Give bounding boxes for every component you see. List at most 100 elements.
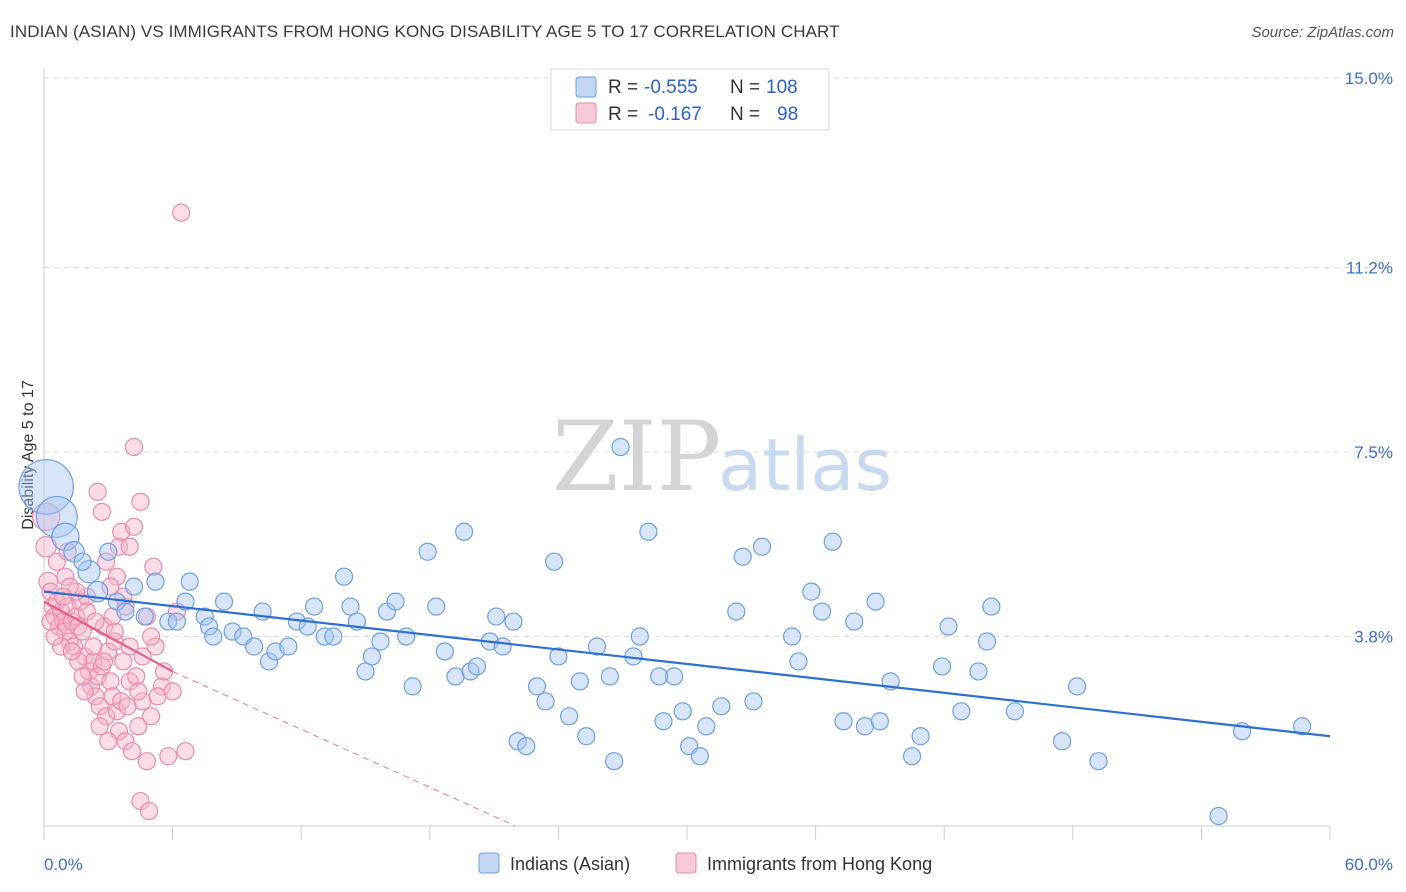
indians-point-98 [969,662,988,681]
x-tick-label-1: 60.0% [1345,855,1393,874]
hong-kong-point-86 [45,627,64,646]
hong-kong-point-37 [114,652,133,671]
indians-point-41 [397,627,416,646]
hong-kong-point-48 [152,677,171,696]
hong-kong-point-91 [84,637,103,656]
indians-point-33 [334,567,354,586]
hong-kong-point-47 [146,637,165,656]
indians-point-90 [866,592,885,611]
indians-point-18 [199,617,219,636]
indians-point-99 [977,632,997,651]
x-tick-labels: 0.0% 60.0% [44,855,1393,874]
indians-point-23 [244,637,264,656]
indians-point-80 [744,692,763,711]
indians-point-11 [135,607,154,626]
hong-kong-point-32 [103,687,122,706]
indians-point-30 [304,597,324,616]
indians-point-93 [902,747,922,766]
indians-point-100 [982,597,1001,616]
indians-point-52 [493,637,512,656]
indians-point-16 [180,572,199,591]
legend-n-value-2: 98 [777,104,798,125]
indians-point-66 [611,437,630,457]
hong-kong-point-39 [118,697,137,716]
indians-point-10 [124,577,144,596]
grid-lines [44,77,1392,638]
trend-line-indians [43,590,1331,738]
hong-kong-point-0 [31,502,61,532]
indians-point-36 [356,662,375,681]
hong-kong-point-97 [129,682,148,701]
indians-point-81 [752,537,772,556]
hong-kong-point-58 [120,537,139,556]
indians-point-84 [802,582,821,601]
watermark-atlas: atlas [718,423,892,507]
hong-kong-point-45 [137,752,156,771]
hong-kong-point-29 [97,707,116,726]
indians-point-60 [560,707,579,726]
hong-kong-point-92 [94,652,114,671]
y-tick-label-3: 15.0% [1345,69,1393,88]
hong-kong-point-49 [159,747,178,766]
indians-point-89 [855,717,874,736]
hong-kong-point-68 [172,203,191,222]
hong-kong-point-59 [124,517,144,536]
bottom-legend-swatch-hong-kong [675,852,697,874]
indians-point-86 [823,532,842,551]
legend-swatch-hong-kong [575,102,597,124]
indians-point-72 [665,667,684,686]
hong-kong-point-67 [139,801,159,821]
indians-point-19 [204,627,223,646]
hong-kong-point-74 [52,637,71,656]
indians-point-107 [1293,717,1312,736]
legend-n-label-1: N = [730,77,760,98]
indians-point-56 [527,677,547,696]
indians-point-65 [605,752,624,771]
indians-point-96 [939,617,958,636]
indians-point-4 [77,560,101,584]
indians-point-17 [195,607,214,626]
legend: R = -0.555 N = 108 R = -0.167 N = 98 [550,68,830,131]
indians-point-57 [536,692,555,711]
trend-line-hong-kong-extension [172,670,516,827]
indians-point-9 [116,602,135,621]
indians-point-45 [435,642,454,661]
indians-point-1 [35,495,78,538]
legend-box [550,68,830,131]
y-axis-label: Disability Age 5 to 17 [20,380,37,530]
hong-kong-point-31 [101,672,120,691]
hong-kong-point-43 [129,717,148,736]
indians-point-20 [214,592,234,611]
hong-kong-point-78 [99,732,118,751]
indians-point-47 [454,522,474,541]
hong-kong-point-41 [122,742,141,761]
y-tick-label-0: 3.8% [1354,628,1393,647]
legend-n-label-2: N = [730,104,760,125]
indians-point-85 [812,602,832,621]
watermark-zip: ZIP [552,401,721,513]
indians-point-14 [167,612,186,631]
indians-point-82 [782,627,802,646]
indians-point-68 [630,627,649,646]
indians-point-77 [712,697,731,716]
indians-point-70 [650,667,669,686]
indians-point-12 [146,572,165,591]
indians-point-43 [418,542,437,561]
indians-point-38 [371,632,390,651]
indians-point-102 [1052,732,1072,751]
indians-point-15 [176,592,195,611]
indians-point-79 [733,547,752,566]
hong-kong-point-34 [107,702,126,721]
series-indians-points [18,437,1312,826]
bottom-legend-label-indians: Indians (Asian) [510,854,630,874]
indians-point-63 [587,637,607,656]
x-tick-label-0: 0.0% [44,855,83,874]
hong-kong-point-55 [107,567,126,586]
hong-kong-point-69 [56,567,75,586]
bottom-legend-swatch-indians [478,852,500,874]
indians-point-51 [487,607,506,626]
indians-point-46 [446,667,465,686]
hong-kong-point-26 [90,697,109,716]
hong-kong-point-42 [127,667,146,686]
